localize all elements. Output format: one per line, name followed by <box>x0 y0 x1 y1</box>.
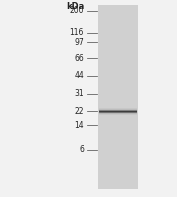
Text: 97: 97 <box>74 38 84 47</box>
Text: kDa: kDa <box>66 2 84 11</box>
Text: 44: 44 <box>74 71 84 80</box>
Bar <box>99 111 137 112</box>
Bar <box>99 114 137 115</box>
Text: 31: 31 <box>75 89 84 98</box>
Bar <box>98 5 138 189</box>
Bar <box>99 110 137 111</box>
Bar <box>99 112 137 113</box>
Text: 6: 6 <box>79 145 84 154</box>
Text: 22: 22 <box>75 107 84 116</box>
Text: 116: 116 <box>70 28 84 37</box>
Bar <box>99 111 137 112</box>
Text: 200: 200 <box>70 6 84 15</box>
Text: 66: 66 <box>74 54 84 63</box>
Bar <box>99 112 137 113</box>
Text: 14: 14 <box>75 121 84 130</box>
Bar <box>99 109 137 110</box>
Bar <box>99 108 137 109</box>
Bar <box>99 114 137 115</box>
Bar <box>99 108 137 109</box>
Bar <box>99 113 137 114</box>
Bar <box>99 113 137 114</box>
Bar <box>99 109 137 110</box>
Bar <box>99 110 137 111</box>
